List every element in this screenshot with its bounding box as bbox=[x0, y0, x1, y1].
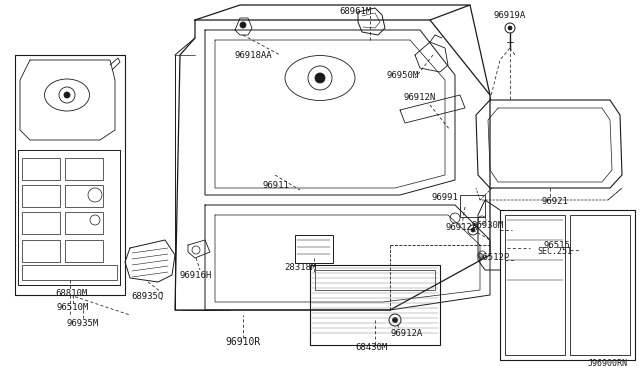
Text: 96918AA: 96918AA bbox=[234, 51, 272, 61]
Text: 96512P: 96512P bbox=[478, 253, 510, 263]
Bar bbox=[295, 235, 333, 263]
Text: 96912A: 96912A bbox=[391, 328, 423, 337]
Circle shape bbox=[392, 317, 397, 323]
Circle shape bbox=[315, 73, 325, 83]
Text: 96991: 96991 bbox=[431, 193, 458, 202]
Text: J96900RN: J96900RN bbox=[588, 359, 628, 369]
Bar bbox=[22, 185, 60, 207]
Bar bbox=[22, 265, 117, 280]
Bar bbox=[310, 265, 440, 345]
Bar bbox=[315, 270, 435, 290]
Circle shape bbox=[240, 22, 246, 28]
Text: 96912N: 96912N bbox=[404, 93, 436, 103]
Text: 96919A: 96919A bbox=[494, 10, 526, 19]
Text: 96916H: 96916H bbox=[180, 270, 212, 279]
Text: 96935M: 96935M bbox=[67, 318, 99, 327]
Bar bbox=[505, 215, 565, 355]
Text: 68430M: 68430M bbox=[356, 343, 388, 353]
Text: 68810M: 68810M bbox=[56, 289, 88, 298]
Bar bbox=[22, 240, 60, 262]
Bar bbox=[65, 185, 103, 207]
Text: 96930M: 96930M bbox=[472, 221, 504, 230]
Text: 96515: 96515 bbox=[543, 241, 570, 250]
Text: 96921: 96921 bbox=[541, 198, 568, 206]
Circle shape bbox=[471, 228, 475, 232]
Bar bbox=[65, 212, 103, 234]
Text: 68935Q: 68935Q bbox=[132, 292, 164, 301]
Bar bbox=[65, 240, 103, 262]
Circle shape bbox=[64, 92, 70, 98]
Text: 96950M: 96950M bbox=[387, 71, 419, 80]
Text: 96510M: 96510M bbox=[57, 304, 89, 312]
Text: 96912A: 96912A bbox=[446, 224, 478, 232]
Text: 68961M: 68961M bbox=[339, 7, 371, 16]
Text: 96911: 96911 bbox=[262, 180, 289, 189]
Bar bbox=[460, 195, 485, 217]
Bar bbox=[65, 158, 103, 180]
Bar bbox=[22, 158, 60, 180]
Bar bbox=[570, 215, 630, 355]
Bar bbox=[22, 212, 60, 234]
Text: SEC.251: SEC.251 bbox=[537, 247, 572, 257]
Circle shape bbox=[508, 26, 512, 30]
Text: 96910R: 96910R bbox=[225, 337, 260, 347]
Text: 28318M: 28318M bbox=[284, 263, 316, 273]
